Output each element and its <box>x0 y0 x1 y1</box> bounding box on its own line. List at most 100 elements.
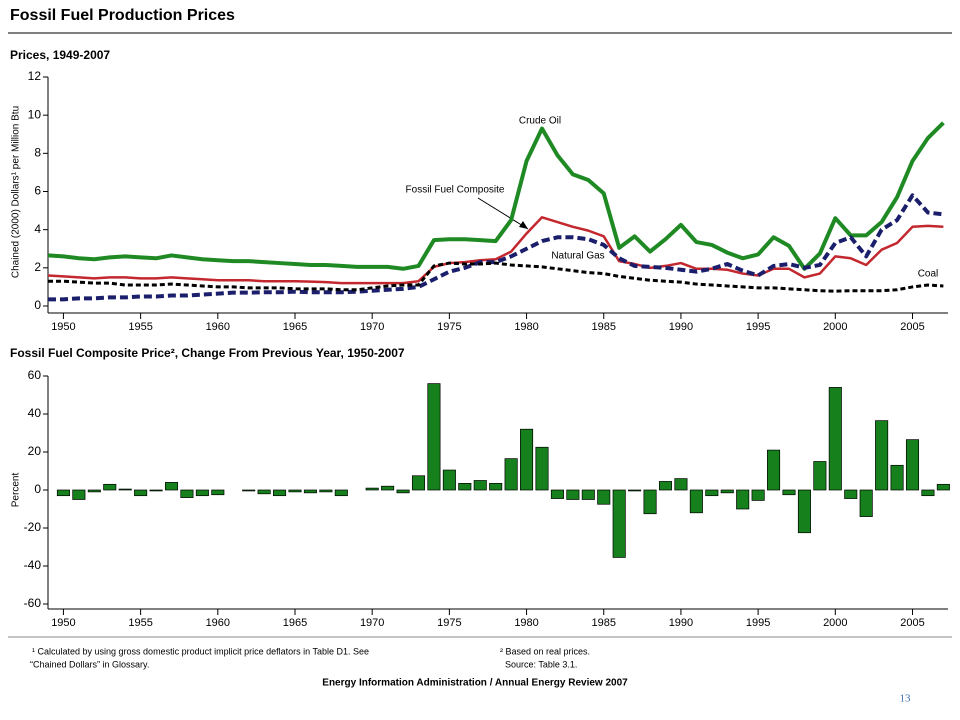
x-tick-label: 2005 <box>900 321 924 333</box>
bar <box>797 489 811 534</box>
y-tick-label: 6 <box>34 184 41 198</box>
bar <box>458 483 472 491</box>
x-tick-label: 1960 <box>206 321 230 333</box>
bar <box>643 489 657 515</box>
bar <box>859 489 873 517</box>
bar <box>890 464 904 491</box>
bar <box>736 489 750 510</box>
footnote: ¹ Calculated by using gross domestic pro… <box>32 646 369 656</box>
bar <box>581 489 595 500</box>
bar <box>365 487 379 491</box>
bar <box>319 489 333 493</box>
bar <box>473 480 487 491</box>
y-tick-label: 0 <box>34 298 41 312</box>
bar <box>164 482 179 491</box>
bar <box>875 420 889 491</box>
y-tick-label: 2 <box>34 260 41 274</box>
bar <box>520 428 534 491</box>
series-line <box>48 193 944 302</box>
arrow-head <box>519 221 528 229</box>
series-label: Crude Oil <box>519 116 561 127</box>
bar <box>782 489 796 496</box>
bar <box>87 489 101 493</box>
bar <box>396 489 410 494</box>
y-tick-label: 12 <box>28 69 42 83</box>
bar <box>442 469 456 491</box>
bar <box>813 461 827 491</box>
bar <box>381 485 395 491</box>
bar <box>767 449 781 491</box>
bar <box>72 489 86 500</box>
bar <box>56 489 70 497</box>
footnote: Source: Table 3.1. <box>505 659 577 669</box>
y-tick-label: 20 <box>28 444 42 458</box>
chart-title: Prices, 1949-2007 <box>10 48 110 62</box>
bar <box>504 458 518 491</box>
bar <box>427 383 441 491</box>
bar <box>566 489 580 500</box>
y-tick-label: 40 <box>28 406 42 420</box>
bar <box>751 489 765 501</box>
x-tick-label: 1970 <box>360 321 384 333</box>
credit: Energy Information Administration / Annu… <box>322 678 628 689</box>
series-label: Coal <box>918 269 939 280</box>
bar <box>103 483 117 491</box>
series-line <box>48 261 944 293</box>
bar <box>720 489 734 494</box>
series-label: Fossil Fuel Composite <box>406 185 505 196</box>
x-tick-label: 1955 <box>128 321 152 333</box>
y-tick-label: 0 <box>34 482 41 496</box>
footnote: ² Based on real prices. <box>500 646 590 656</box>
y-tick-label: 4 <box>34 222 41 236</box>
page-number: 13 <box>900 693 912 705</box>
x-tick-label: 1975 <box>437 321 461 333</box>
bar <box>828 387 842 491</box>
footnote: “Chained Dollars” in Glossary. <box>30 659 149 669</box>
y-tick-label: 60 <box>28 368 42 382</box>
bar <box>118 488 132 491</box>
x-tick-label: 1975 <box>437 617 461 629</box>
bar <box>921 489 935 497</box>
y-tick-label: -60 <box>24 596 42 610</box>
x-tick-label: 1955 <box>128 617 152 629</box>
y-axis-label: Percent <box>11 473 22 508</box>
x-tick-label: 1950 <box>51 321 75 333</box>
series-line <box>47 216 944 285</box>
bar <box>303 489 317 494</box>
bar <box>334 489 348 497</box>
bar <box>180 489 194 498</box>
x-tick-label: 1965 <box>283 321 307 333</box>
x-tick-label: 1980 <box>514 321 538 333</box>
bar <box>535 446 549 491</box>
x-tick-label: 1985 <box>592 617 616 629</box>
x-tick-label: 2000 <box>823 321 847 333</box>
bar <box>411 475 426 491</box>
x-tick-label: 2005 <box>900 617 924 629</box>
y-tick-label: 10 <box>28 107 42 121</box>
x-tick-label: 1995 <box>746 321 770 333</box>
bar <box>705 489 719 497</box>
annotation-arrow <box>477 197 529 230</box>
bar <box>273 489 287 497</box>
y-tick-label: -20 <box>24 520 42 534</box>
bar <box>936 483 950 491</box>
bar <box>689 489 703 514</box>
series-line <box>47 121 945 271</box>
x-tick-label: 1950 <box>51 617 75 629</box>
x-tick-label: 1995 <box>746 617 770 629</box>
bar <box>550 489 564 499</box>
series-label: Natural Gas <box>551 251 604 262</box>
bar <box>195 489 209 497</box>
bar <box>211 489 225 496</box>
bar <box>489 483 503 491</box>
page-title: Fossil Fuel Production Prices <box>10 7 235 24</box>
x-tick-label: 1990 <box>669 321 693 333</box>
bar <box>257 489 271 495</box>
bar <box>149 489 163 492</box>
bar <box>242 489 256 492</box>
x-tick-label: 1960 <box>206 617 230 629</box>
x-tick-label: 1970 <box>360 617 384 629</box>
chart-title: Fossil Fuel Composite Price², Change Fro… <box>10 346 405 360</box>
x-tick-label: 1965 <box>283 617 307 629</box>
